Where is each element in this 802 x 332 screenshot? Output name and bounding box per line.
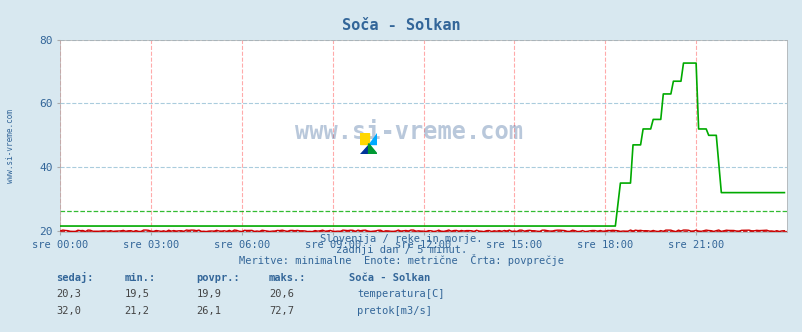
Text: www.si-vreme.com: www.si-vreme.com [294, 120, 522, 144]
Text: 26,1: 26,1 [196, 306, 221, 316]
Text: www.si-vreme.com: www.si-vreme.com [6, 109, 15, 183]
Text: 19,9: 19,9 [196, 289, 221, 299]
Polygon shape [368, 143, 377, 154]
Text: 20,3: 20,3 [56, 289, 81, 299]
Bar [359, 133, 368, 143]
Text: zadnji dan / 5 minut.: zadnji dan / 5 minut. [335, 245, 467, 255]
Polygon shape [368, 133, 377, 143]
Text: povpr.:: povpr.: [196, 273, 240, 283]
Text: 72,7: 72,7 [269, 306, 294, 316]
Text: 32,0: 32,0 [56, 306, 81, 316]
Text: Meritve: minimalne  Enote: metrične  Črta: povprečje: Meritve: minimalne Enote: metrične Črta:… [239, 254, 563, 266]
Text: maks.:: maks.: [269, 273, 306, 283]
Text: 19,5: 19,5 [124, 289, 149, 299]
Text: 20,6: 20,6 [269, 289, 294, 299]
Text: Slovenija / reke in morje.: Slovenija / reke in morje. [320, 234, 482, 244]
Text: Soča - Solkan: Soča - Solkan [349, 273, 430, 283]
Text: pretok[m3/s]: pretok[m3/s] [357, 306, 431, 316]
Text: Soča - Solkan: Soča - Solkan [342, 18, 460, 33]
Text: 21,2: 21,2 [124, 306, 149, 316]
Text: sedaj:: sedaj: [56, 272, 94, 283]
Polygon shape [359, 143, 368, 154]
Text: temperatura[C]: temperatura[C] [357, 289, 444, 299]
Text: min.:: min.: [124, 273, 156, 283]
